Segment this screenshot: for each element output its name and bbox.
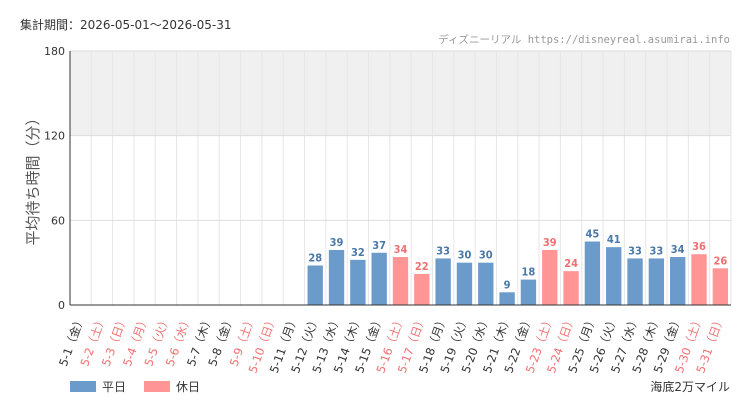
site-credit: ディズニーリアル https://disneyreal.asumirai.inf… [438,34,730,46]
bar [371,252,387,305]
bar-value-label: 36 [692,240,706,253]
bar [542,249,558,305]
bar [328,249,345,305]
bar-value-label: 32 [351,246,365,259]
bar [435,258,451,305]
y-tick-label: 120 [44,130,65,143]
legend-item-holiday[interactable]: 休日 [144,378,200,395]
bar-value-label: 41 [607,233,621,246]
bar [499,292,515,305]
attraction-name: 海底2万マイル [650,380,730,394]
legend-item-weekday[interactable]: 平日 [70,378,126,395]
bar [520,279,537,305]
bar-value-label: 30 [458,249,472,262]
legend: 平日 休日 [70,378,218,395]
bar [307,265,323,305]
y-tick-label: 60 [51,214,65,227]
bar-layer [307,241,729,305]
bar-value-label: 33 [628,244,642,257]
bar [414,273,430,305]
y-tick-label: 0 [58,299,65,312]
bar [691,254,707,305]
period-label: 集計期間：2026-05-01～2026-05-31 [20,18,232,32]
shaded-band [70,51,731,136]
bar-value-label: 34 [671,243,685,256]
y-tick-label: 180 [44,45,65,58]
legend-swatch-holiday [144,381,171,392]
bar-value-label: 33 [649,244,663,257]
bar-value-label: 45 [586,228,600,241]
bar-value-label: 24 [564,257,578,270]
bar [350,259,366,305]
bar-value-label: 33 [436,244,450,257]
label-layer: 28 39 32 37 34 22 33 30 30 9 18 39 24 45 41 33 33 34 36 26 [308,228,727,292]
bar-value-label: 18 [522,266,536,279]
legend-swatch-weekday [70,381,96,392]
bar [584,241,601,305]
legend-label-weekday: 平日 [102,380,127,394]
bar-value-label: 39 [543,236,557,249]
bar [627,258,643,305]
bar-value-label: 39 [330,236,344,249]
bar [392,257,409,305]
bar [670,257,686,305]
bar [606,247,622,305]
bar-value-label: 30 [479,249,493,262]
bar [712,268,729,305]
bar [478,262,494,305]
bar-value-label: 22 [415,260,429,273]
bar [563,271,579,305]
bar-value-label: 37 [372,239,386,252]
legend-label-holiday: 休日 [176,380,201,394]
bar-value-label: 9 [504,278,511,291]
bar-value-label: 34 [394,243,408,256]
bar [648,258,665,305]
bar-value-label: 28 [308,251,322,264]
bar [456,262,473,305]
bar-value-label: 26 [713,254,727,267]
